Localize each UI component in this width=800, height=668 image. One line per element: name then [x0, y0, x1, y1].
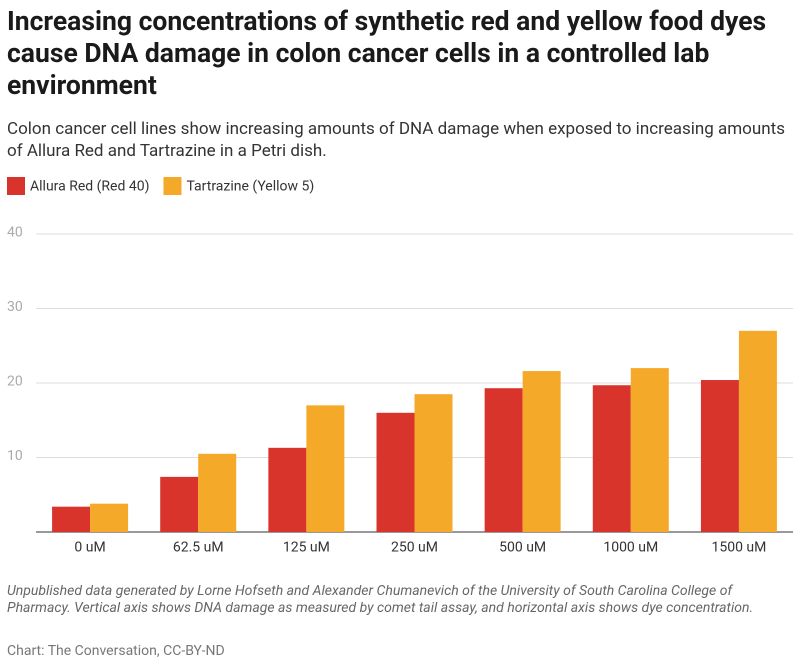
chart-source: Chart: The Conversation, CC-BY-ND	[7, 643, 225, 659]
x-tick-label: 125 uM	[283, 540, 330, 556]
bar	[52, 506, 91, 532]
bar	[522, 371, 561, 532]
bar	[198, 453, 237, 532]
bar	[160, 476, 199, 532]
bar	[414, 394, 453, 532]
bar	[376, 412, 415, 532]
bar	[268, 447, 307, 532]
bar	[700, 380, 739, 532]
x-tick-label: 62.5 uM	[173, 540, 224, 556]
chart-subtitle: Colon cancer cell lines show increasing …	[7, 119, 785, 161]
chart-title: Increasing concentrations of synthetic r…	[7, 6, 767, 101]
y-tick-label: 40	[7, 225, 23, 241]
x-tick-label: 1500 uM	[711, 540, 766, 556]
chart: Allura Red (Red 40) Tartrazine (Yellow 5)…	[7, 177, 793, 556]
bar	[306, 405, 345, 532]
bar	[484, 388, 523, 532]
x-tick-label: 250 uM	[391, 540, 438, 556]
x-tick-label: 1000 uM	[603, 540, 658, 556]
y-tick-label: 20	[7, 374, 23, 390]
legend-swatch	[163, 177, 182, 195]
bar	[90, 503, 129, 532]
chart-notes: Unpublished data generated by Lorne Hofs…	[7, 583, 754, 616]
bar	[630, 368, 669, 532]
y-tick-label: 30	[7, 299, 23, 315]
y-tick-label: 10	[7, 448, 23, 464]
legend-swatch	[7, 177, 25, 195]
x-tick-label: 500 uM	[499, 540, 546, 556]
legend-label: Tartrazine (Yellow 5)	[186, 179, 314, 195]
bar	[738, 330, 777, 532]
bar	[592, 385, 631, 532]
legend-label: Allura Red (Red 40)	[30, 179, 149, 195]
x-tick-label: 0 uM	[74, 540, 105, 556]
